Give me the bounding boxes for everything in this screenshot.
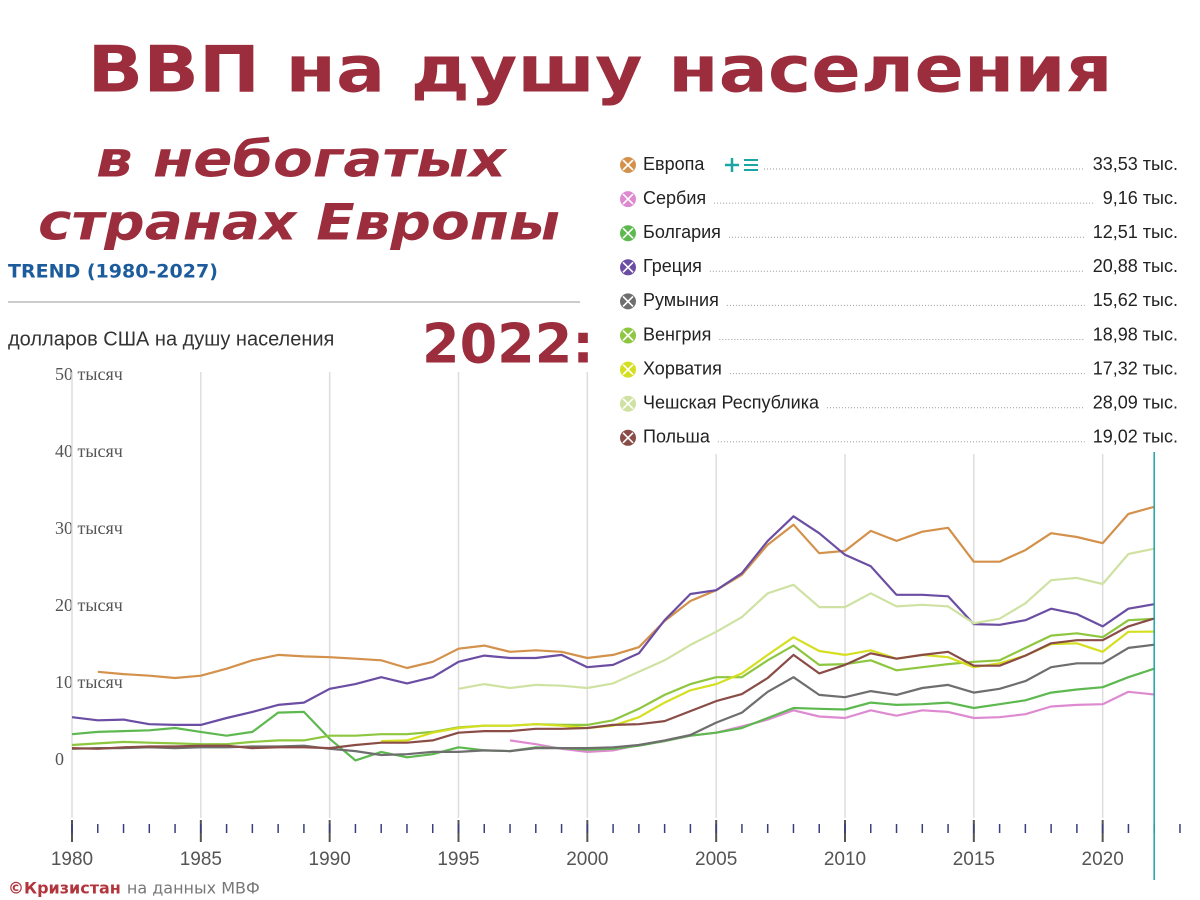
plot: 0 10 тысяч 20 тысяч 30 тысяч 40 тысяч 50 тыся… <box>51 364 1181 870</box>
legend-tools-icon[interactable] <box>725 158 758 172</box>
series-line <box>509 690 1155 753</box>
chart-subtitle: в небогатых <box>96 131 508 189</box>
series-line <box>71 643 1155 757</box>
legend-label: Румыния <box>643 290 719 310</box>
legend-value: 33,53 тыс. <box>1093 154 1178 174</box>
x-tick-label: 1995 <box>437 849 479 870</box>
legend: Европа 33,53 тыс. Сербия 9,16 тыс. Болгария 1… <box>620 154 1178 447</box>
series-line <box>71 617 1155 750</box>
legend-value: 18,98 тыс. <box>1093 324 1178 344</box>
legend-marker-cross <box>622 329 634 342</box>
series-line <box>71 667 1155 762</box>
legend-label: Хорватия <box>643 358 722 378</box>
legend-title: 2022: <box>422 313 594 376</box>
legend-marker-cross <box>622 364 634 376</box>
legend-value: 12,51 тыс. <box>1093 222 1178 242</box>
chart-title: ВВП на душу населения <box>88 34 1113 108</box>
legend-label: Польша <box>643 427 711 447</box>
source-brand: ©Кризистан <box>8 879 121 898</box>
x-tick-label: 1990 <box>309 849 351 870</box>
series-line <box>97 505 1155 680</box>
legend-marker-cross <box>622 261 634 273</box>
x-tick-label: 2020 <box>1082 849 1124 870</box>
chart-subtitle: странах Европы <box>38 194 560 252</box>
legend-value: 15,62 тыс. <box>1093 290 1178 310</box>
y-tick-label: 50 тысяч <box>55 364 123 384</box>
legend-label: Греция <box>643 256 702 276</box>
y-axis-label: долларов США на душу населения <box>8 328 334 350</box>
legend-marker-cross <box>622 295 634 307</box>
legend-background <box>605 148 1195 454</box>
y-tick-label: 20 тысяч <box>55 595 123 615</box>
legend-value: 9,16 тыс. <box>1103 188 1178 208</box>
legend-value: 19,02 тыс. <box>1093 427 1178 447</box>
list-icon[interactable] <box>744 159 758 171</box>
series-line <box>458 547 1155 690</box>
legend-label: Венгрия <box>643 324 711 344</box>
x-tick-label: 2000 <box>566 849 608 870</box>
legend-value: 28,09 тыс. <box>1093 392 1178 412</box>
x-tick-label: 2010 <box>824 849 866 870</box>
legend-value: 20,88 тыс. <box>1093 256 1178 276</box>
x-tick-label: 2015 <box>953 849 995 870</box>
zoom-icon[interactable] <box>725 158 739 172</box>
legend-marker-cross <box>622 398 634 410</box>
legend-label: Сербия <box>643 188 706 208</box>
legend-label: Европа <box>643 154 705 174</box>
y-tick-label: 10 тысяч <box>55 672 123 692</box>
tag: TREND (1980-2027) <box>8 261 218 283</box>
legend-label: Болгария <box>643 222 721 242</box>
legend-value: 17,32 тыс. <box>1093 358 1178 378</box>
x-tick-label: 1985 <box>180 849 222 870</box>
legend-marker-cross <box>622 432 634 444</box>
legend-marker-cross <box>622 227 634 239</box>
source-text: на данных МВФ <box>127 879 260 898</box>
legend-marker-cross <box>622 159 634 171</box>
x-tick-label: 2005 <box>695 849 737 870</box>
series-line <box>71 617 1155 747</box>
legend-marker-cross <box>622 193 634 205</box>
y-tick-label: 40 тысяч <box>55 441 123 461</box>
x-tick-label: 1980 <box>51 849 93 870</box>
legend-label: Чешская Республика <box>643 392 820 412</box>
y-tick-label: 0 <box>55 749 64 769</box>
y-tick-label: 30 тысяч <box>55 518 123 538</box>
